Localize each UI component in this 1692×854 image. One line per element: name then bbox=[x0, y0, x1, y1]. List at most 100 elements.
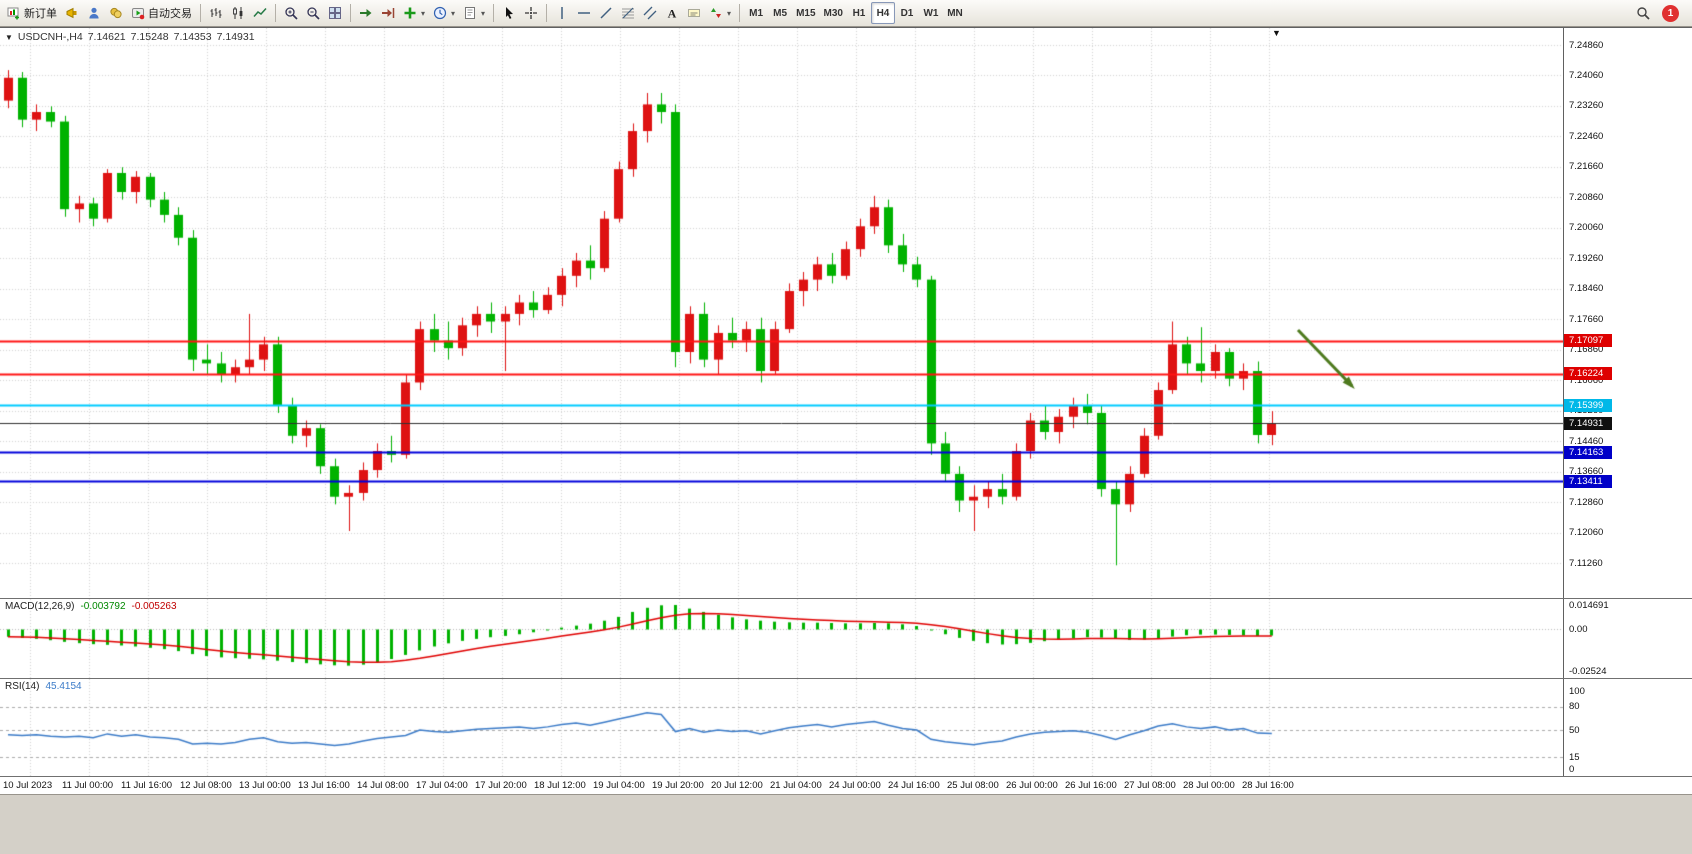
chart-shift-marker-icon[interactable]: ▼ bbox=[1272, 28, 1281, 38]
chart-shift-button[interactable] bbox=[377, 2, 399, 24]
search-button[interactable] bbox=[1632, 2, 1654, 24]
rsi-canvas[interactable] bbox=[0, 679, 1563, 776]
fibonacci-button[interactable] bbox=[617, 2, 639, 24]
autotrade-button[interactable]: 自动交易 bbox=[127, 2, 196, 24]
tile-windows-icon bbox=[328, 6, 342, 20]
vertical-line-button[interactable] bbox=[551, 2, 573, 24]
time-axis[interactable]: 10 Jul 2023 11 Jul 00:00 11 Jul 16:00 12 Ju… bbox=[0, 776, 1692, 794]
tile-windows-button[interactable] bbox=[324, 2, 346, 24]
ohlc-close: 7.14931 bbox=[216, 31, 255, 43]
symbol-timeframe-label: USDCNH-,H4 bbox=[17, 31, 83, 43]
person-icon bbox=[87, 6, 101, 20]
bar-chart-icon bbox=[209, 6, 223, 20]
text-button[interactable]: A bbox=[661, 2, 683, 24]
indicators-button[interactable]: ▾ bbox=[399, 2, 429, 24]
tf-m15-label: M15 bbox=[796, 7, 816, 19]
macd-panel: MACD(12,26,9) -0.003792 -0.005263 0.0146… bbox=[0, 598, 1692, 678]
symbol-info: ▼ USDCNH-,H4 7.14621 7.15248 7.14353 7.1… bbox=[5, 31, 255, 43]
tf-m1[interactable]: M1 bbox=[744, 2, 768, 24]
zoom-out-button[interactable] bbox=[302, 2, 324, 24]
candlestick-icon bbox=[231, 6, 245, 20]
chevron-down-icon: ▾ bbox=[451, 8, 456, 18]
text-label-icon bbox=[687, 6, 701, 20]
price-axis-label: 7.24860 bbox=[1569, 39, 1604, 51]
time-axis-label: 28 Jul 16:00 bbox=[1242, 780, 1294, 791]
templates-button[interactable]: ▾ bbox=[459, 2, 489, 24]
price-axis-label: 7.11260 bbox=[1569, 557, 1603, 569]
arrows-button[interactable]: ▾ bbox=[705, 2, 735, 24]
rsi-label: RSI(14) 45.4154 bbox=[5, 681, 82, 692]
line-chart-icon bbox=[253, 6, 267, 20]
search-icon bbox=[1636, 6, 1650, 20]
new-order-button[interactable]: 新订单 bbox=[3, 2, 61, 24]
time-axis-label: 10 Jul 2023 bbox=[3, 780, 53, 791]
bar-chart-button[interactable] bbox=[205, 2, 227, 24]
new-order-button-label: 新订单 bbox=[24, 8, 57, 20]
macd-plot: MACD(12,26,9) -0.003792 -0.005263 bbox=[0, 599, 1563, 678]
horizontal-line-button[interactable] bbox=[573, 2, 595, 24]
market-button[interactable] bbox=[105, 2, 127, 24]
price-axis[interactable]: 7.24860 7.24060 7.23260 7.22460 7.21660 7.208… bbox=[1563, 28, 1692, 598]
clock-icon bbox=[433, 6, 447, 20]
time-axis-label: 21 Jul 04:00 bbox=[770, 780, 822, 791]
chart-shift-icon bbox=[381, 6, 395, 20]
zoom-in-icon bbox=[284, 6, 298, 20]
label-button[interactable] bbox=[683, 2, 705, 24]
tf-d1[interactable]: D1 bbox=[895, 2, 919, 24]
macd-axis[interactable]: 0.014691 0.00 -0.02524 bbox=[1563, 599, 1692, 678]
tf-w1[interactable]: W1 bbox=[919, 2, 943, 24]
time-axis-label: 13 Jul 00:00 bbox=[239, 780, 291, 791]
price-level-badge: 7.14163 bbox=[1564, 445, 1612, 459]
tf-m5[interactable]: M5 bbox=[768, 2, 792, 24]
time-axis-label: 17 Jul 04:00 bbox=[416, 780, 468, 791]
rsi-axis-label: 15 bbox=[1569, 751, 1580, 763]
trendline-button[interactable] bbox=[595, 2, 617, 24]
channel-button[interactable] bbox=[639, 2, 661, 24]
tf-mn[interactable]: MN bbox=[943, 2, 967, 24]
symbol-dropdown-icon[interactable]: ▼ bbox=[5, 32, 13, 42]
ohlc-low: 7.14353 bbox=[173, 31, 212, 43]
macd-canvas[interactable] bbox=[0, 599, 1563, 678]
macd-main-value: -0.003792 bbox=[80, 601, 126, 612]
periods-button[interactable]: ▾ bbox=[429, 2, 459, 24]
tf-h4[interactable]: H4 bbox=[870, 2, 895, 24]
current-price-badge: 7.14931 bbox=[1564, 416, 1612, 430]
publisher-button[interactable] bbox=[61, 2, 83, 24]
autoscroll-button[interactable] bbox=[355, 2, 377, 24]
coins-icon bbox=[109, 6, 123, 20]
cursor-button[interactable] bbox=[498, 2, 520, 24]
line-chart-button[interactable] bbox=[249, 2, 271, 24]
price-level-badge: 7.15399 bbox=[1564, 398, 1612, 412]
time-axis-label: 13 Jul 16:00 bbox=[298, 780, 350, 791]
price-axis-label: 7.14460 bbox=[1569, 435, 1604, 447]
notification-badge[interactable]: 1 bbox=[1662, 4, 1679, 22]
price-axis-label: 7.13660 bbox=[1569, 466, 1604, 478]
channel-icon bbox=[643, 6, 657, 20]
tf-m30[interactable]: M30 bbox=[820, 2, 847, 24]
time-axis-label: 26 Jul 16:00 bbox=[1065, 780, 1117, 791]
crosshair-button[interactable] bbox=[520, 2, 542, 24]
tf-m5-label: M5 bbox=[773, 7, 788, 19]
price-axis-label: 7.18460 bbox=[1569, 283, 1604, 295]
autoscroll-icon bbox=[359, 6, 373, 20]
time-axis-label: 28 Jul 00:00 bbox=[1183, 780, 1235, 791]
rsi-axis-label: 0 bbox=[1569, 763, 1575, 775]
price-level-badge: 7.17097 bbox=[1564, 334, 1612, 348]
rsi-value: 45.4154 bbox=[45, 681, 82, 692]
tf-m15[interactable]: M15 bbox=[792, 2, 819, 24]
candlestick-button[interactable] bbox=[227, 2, 249, 24]
price-axis-label: 7.20860 bbox=[1569, 191, 1604, 203]
horizontal-line-icon bbox=[577, 6, 591, 20]
time-axis-label: 14 Jul 08:00 bbox=[357, 780, 409, 791]
text-icon: A bbox=[665, 6, 679, 21]
price-level-badge: 7.13411 bbox=[1564, 474, 1612, 488]
price-axis-label: 7.12860 bbox=[1569, 496, 1604, 508]
time-axis-label: 26 Jul 00:00 bbox=[1006, 780, 1058, 791]
account-button[interactable] bbox=[83, 2, 105, 24]
chevron-down-icon: ▾ bbox=[421, 8, 426, 18]
price-chart-canvas[interactable] bbox=[0, 28, 1563, 598]
tf-h1[interactable]: H1 bbox=[847, 2, 871, 24]
zoom-in-button[interactable] bbox=[280, 2, 302, 24]
rsi-axis[interactable]: 100 80 50 15 0 bbox=[1563, 679, 1692, 776]
